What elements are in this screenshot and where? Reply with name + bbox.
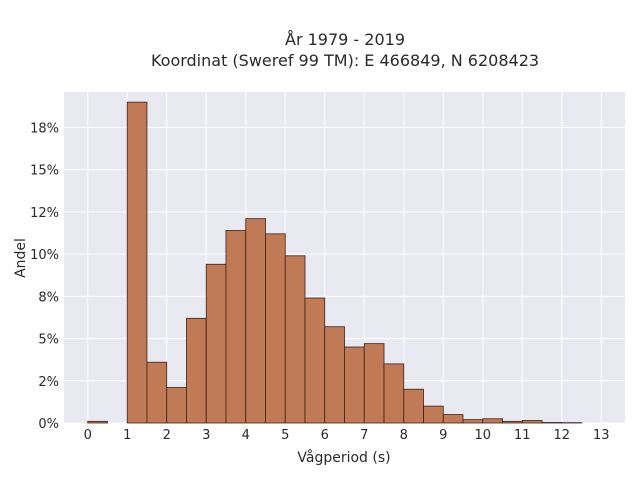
x-tick-label: 5	[281, 428, 289, 443]
bars-group	[87, 101, 582, 424]
x-tick-label: 12	[554, 428, 571, 443]
histogram-bar	[166, 387, 187, 424]
y-tick-label: 10%	[30, 248, 59, 263]
histogram-bar	[541, 422, 563, 424]
histogram-bar	[363, 343, 385, 424]
x-axis-label: Vågperiod (s)	[297, 449, 390, 466]
histogram-bar	[245, 218, 266, 424]
y-tick-labels: 0% 2% 5% 8% 10% 12% 15% 18%	[30, 121, 59, 432]
histogram-bar	[423, 405, 444, 424]
x-tick-label: 2	[163, 428, 171, 443]
x-tick-label: 8	[400, 428, 408, 443]
histogram-bar	[344, 346, 365, 424]
y-tick-label: 0%	[38, 417, 59, 432]
x-tick-label: 0	[84, 428, 92, 443]
histogram-bar	[304, 297, 326, 424]
x-tick-label: 10	[475, 428, 492, 443]
histogram-bar	[462, 419, 484, 424]
y-tick-label: 18%	[30, 121, 59, 136]
histogram-bar	[265, 233, 286, 424]
x-tick-label: 4	[242, 428, 250, 443]
y-tick-label: 8%	[38, 290, 59, 305]
x-tick-label: 13	[593, 428, 610, 443]
x-tick-label: 11	[514, 428, 531, 443]
histogram-bar	[284, 255, 306, 424]
histogram-bar	[383, 363, 405, 424]
x-tick-label: 1	[123, 428, 131, 443]
histogram-bar	[146, 361, 168, 424]
x-tick-labels: 0 1 2 3 4 5 6 7 8 9 10 11 12 13	[84, 428, 610, 443]
x-tick-label: 6	[321, 428, 329, 443]
histogram-bar	[521, 420, 543, 424]
histogram-bar	[126, 101, 148, 424]
histogram-bar	[225, 230, 247, 424]
y-tick-label: 5%	[38, 333, 59, 348]
y-tick-label: 2%	[38, 375, 59, 390]
histogram-bar	[502, 420, 523, 424]
chart-title-line-1: År 1979 - 2019	[285, 30, 405, 49]
histogram-bar	[324, 326, 345, 424]
histogram-bar	[186, 317, 207, 424]
x-tick-label: 7	[360, 428, 368, 443]
x-tick-label: 3	[202, 428, 210, 443]
x-tick-label: 9	[439, 428, 447, 443]
histogram-bar	[403, 388, 424, 424]
histogram-bar	[482, 418, 503, 424]
y-tick-label: 15%	[30, 164, 59, 179]
y-tick-label: 12%	[30, 206, 59, 221]
histogram-bar	[87, 420, 108, 424]
histogram-bar	[442, 414, 464, 424]
chart-title-line-2: Koordinat (Sweref 99 TM): E 466849, N 62…	[151, 51, 539, 70]
y-axis-label: Andel	[13, 238, 29, 278]
histogram-bar	[205, 263, 227, 424]
